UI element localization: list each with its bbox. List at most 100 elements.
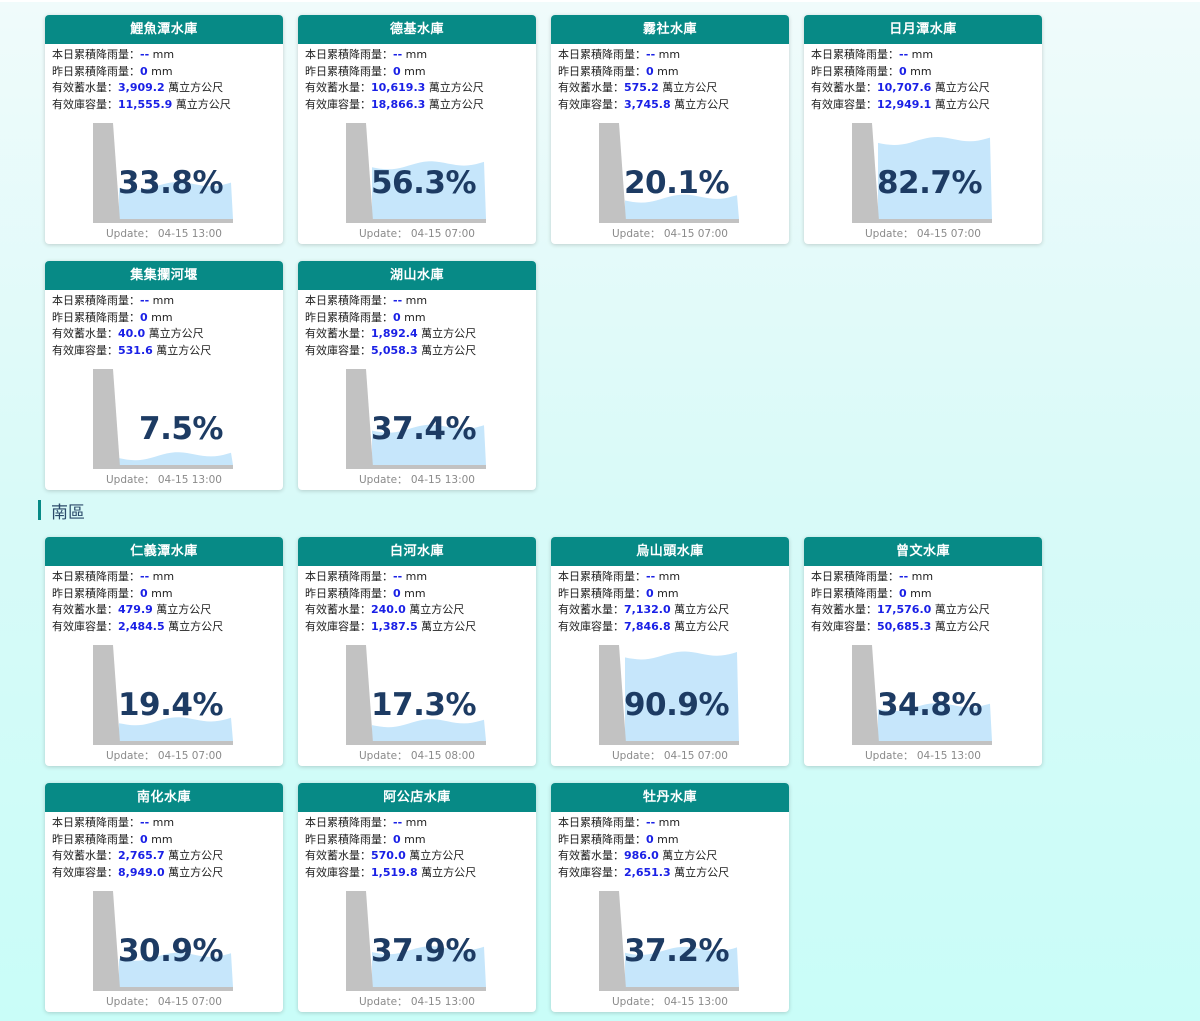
capacity-value: 18,866.3 <box>371 97 426 111</box>
dam-wall <box>599 891 626 989</box>
rain-today-unit: mm <box>405 294 428 307</box>
gauge-floor <box>346 219 486 223</box>
rain-yesterday-row: 昨日累積降雨量：0 mm <box>305 832 536 849</box>
reservoir-info: 本日累積降雨量：-- mm 昨日累積降雨量：0 mm 有效蓄水量：240.0 萬… <box>298 566 536 635</box>
reservoir-card[interactable]: 烏山頭水庫 本日累積降雨量：-- mm 昨日累積降雨量：0 mm 有效蓄水量：7… <box>551 537 789 766</box>
gauge-graphic <box>346 645 486 745</box>
capacity-value: 12,949.1 <box>877 97 932 111</box>
rain-yesterday-value: 0 <box>140 832 148 846</box>
storage-label: 有效蓄水量： <box>305 603 371 616</box>
reservoir-card[interactable]: 德基水庫 本日累積降雨量：-- mm 昨日累積降雨量：0 mm 有效蓄水量：10… <box>298 15 536 244</box>
gauge-graphic <box>346 123 486 223</box>
capacity-label: 有效庫容量： <box>558 619 624 633</box>
update-label: Update： <box>359 996 408 1008</box>
gauge-graphic <box>599 123 739 223</box>
reservoir-grid-south: 仁義潭水庫 本日累積降雨量：-- mm 昨日累積降雨量：0 mm 有效蓄水量：4… <box>45 537 1042 1012</box>
rain-today-value: -- <box>393 570 403 583</box>
rain-today-row: 本日累積降雨量：-- mm <box>52 47 283 64</box>
gauge-floor <box>852 219 992 223</box>
dam-wall <box>93 891 120 989</box>
reservoir-card[interactable]: 霧社水庫 本日累積降雨量：-- mm 昨日累積降雨量：0 mm 有效蓄水量：57… <box>551 15 789 244</box>
rain-today-row: 本日累積降雨量：-- mm <box>558 569 789 586</box>
gauge-graphic <box>599 891 739 991</box>
rain-yesterday-value: 0 <box>393 832 401 846</box>
reservoir-card[interactable]: 曾文水庫 本日累積降雨量：-- mm 昨日累積降雨量：0 mm 有效蓄水量：17… <box>804 537 1042 766</box>
water-level-gauge: 7.5% <box>93 369 233 469</box>
rain-yesterday-value: 0 <box>393 310 401 324</box>
reservoir-card[interactable]: 鯉魚潭水庫 本日累積降雨量：-- mm 昨日累積降雨量：0 mm 有效蓄水量：3… <box>45 15 283 244</box>
reservoir-card[interactable]: 南化水庫 本日累積降雨量：-- mm 昨日累積降雨量：0 mm 有效蓄水量：2,… <box>45 783 283 1012</box>
rain-yesterday-row: 昨日累積降雨量：0 mm <box>52 586 283 603</box>
water-level-percent: 82.7% <box>876 165 983 201</box>
gauge-floor <box>346 987 486 991</box>
capacity-row: 有效庫容量：531.6 萬立方公尺 <box>52 343 283 360</box>
reservoir-info: 本日累積降雨量：-- mm 昨日累積降雨量：0 mm 有效蓄水量：570.0 萬… <box>298 812 536 881</box>
water-level-percent: 7.5% <box>139 411 223 447</box>
capacity-value: 50,685.3 <box>877 619 932 633</box>
storage-value: 17,576.0 <box>877 603 932 616</box>
reservoir-name: 牡丹水庫 <box>551 783 789 812</box>
reservoir-card[interactable]: 阿公店水庫 本日累積降雨量：-- mm 昨日累積降雨量：0 mm 有效蓄水量：5… <box>298 783 536 1012</box>
storage-label: 有效蓄水量： <box>305 81 371 94</box>
capacity-value: 2,484.5 <box>118 619 165 633</box>
update-label: Update： <box>612 228 661 240</box>
update-label: Update： <box>865 750 914 762</box>
rain-yesterday-row: 昨日累積降雨量：0 mm <box>558 64 789 81</box>
rain-yesterday-value: 0 <box>646 832 654 846</box>
storage-unit: 萬立方公尺 <box>156 603 212 616</box>
reservoir-name: 德基水庫 <box>298 15 536 44</box>
update-label: Update： <box>359 228 408 240</box>
reservoir-info: 本日累積降雨量：-- mm 昨日累積降雨量：0 mm 有效蓄水量：7,132.0… <box>551 566 789 635</box>
rain-today-label: 本日累積降雨量： <box>811 48 899 61</box>
rain-yesterday-unit: mm <box>910 64 932 78</box>
rain-today-unit: mm <box>405 48 428 61</box>
storage-unit: 萬立方公尺 <box>934 603 990 616</box>
capacity-unit: 萬立方公尺 <box>934 97 990 111</box>
capacity-label: 有效庫容量： <box>811 619 877 633</box>
storage-row: 有效蓄水量：570.0 萬立方公尺 <box>305 848 536 865</box>
water-fill <box>119 952 233 987</box>
capacity-label: 有效庫容量： <box>52 343 118 357</box>
water-level-gauge: 33.8% <box>93 123 233 223</box>
gauge-floor <box>599 741 739 745</box>
dam-wall <box>599 123 626 221</box>
rain-yesterday-label: 昨日累積降雨量： <box>305 310 393 324</box>
update-label: Update： <box>359 474 408 486</box>
rain-today-label: 本日累積降雨量： <box>52 48 140 61</box>
reservoir-card[interactable]: 牡丹水庫 本日累積降雨量：-- mm 昨日累積降雨量：0 mm 有效蓄水量：98… <box>551 783 789 1012</box>
capacity-value: 3,745.8 <box>624 97 671 111</box>
capacity-unit: 萬立方公尺 <box>674 865 730 879</box>
rain-today-unit: mm <box>405 570 428 583</box>
storage-unit: 萬立方公尺 <box>674 603 730 616</box>
capacity-value: 8,949.0 <box>118 865 165 879</box>
rain-today-label: 本日累積降雨量： <box>305 48 393 61</box>
storage-row: 有效蓄水量：2,765.7 萬立方公尺 <box>52 848 283 865</box>
storage-unit: 萬立方公尺 <box>428 81 484 94</box>
dam-wall <box>346 123 373 221</box>
reservoir-card[interactable]: 白河水庫 本日累積降雨量：-- mm 昨日累積降雨量：0 mm 有效蓄水量：24… <box>298 537 536 766</box>
capacity-label: 有效庫容量： <box>305 343 371 357</box>
reservoir-card[interactable]: 湖山水庫 本日累積降雨量：-- mm 昨日累積降雨量：0 mm 有效蓄水量：1,… <box>298 261 536 490</box>
water-level-gauge: 90.9% <box>599 645 739 745</box>
reservoir-card[interactable]: 仁義潭水庫 本日累積降雨量：-- mm 昨日累積降雨量：0 mm 有效蓄水量：4… <box>45 537 283 766</box>
reservoir-card[interactable]: 集集攔河堰 本日累積降雨量：-- mm 昨日累積降雨量：0 mm 有效蓄水量：4… <box>45 261 283 490</box>
rain-today-value: -- <box>140 816 150 829</box>
update-value: 04-15 13:00 <box>916 750 981 762</box>
storage-row: 有效蓄水量：40.0 萬立方公尺 <box>52 326 283 343</box>
capacity-unit: 萬立方公尺 <box>421 619 477 633</box>
dam-wall <box>346 891 373 989</box>
storage-value: 479.9 <box>118 603 153 616</box>
storage-unit: 萬立方公尺 <box>168 849 224 862</box>
capacity-value: 7,846.8 <box>624 619 671 633</box>
capacity-value: 2,651.3 <box>624 865 671 879</box>
reservoir-card[interactable]: 日月潭水庫 本日累積降雨量：-- mm 昨日累積降雨量：0 mm 有效蓄水量：1… <box>804 15 1042 244</box>
water-fill <box>625 651 739 741</box>
rain-today-unit: mm <box>658 816 681 829</box>
reservoir-info: 本日累積降雨量：-- mm 昨日累積降雨量：0 mm 有效蓄水量：575.2 萬… <box>551 44 789 113</box>
dam-wall <box>599 645 626 743</box>
capacity-row: 有效庫容量：11,555.9 萬立方公尺 <box>52 97 283 114</box>
rain-yesterday-row: 昨日累積降雨量：0 mm <box>52 64 283 81</box>
capacity-label: 有效庫容量： <box>52 619 118 633</box>
reservoir-info: 本日累積降雨量：-- mm 昨日累積降雨量：0 mm 有效蓄水量：10,619.… <box>298 44 536 113</box>
storage-row: 有效蓄水量：17,576.0 萬立方公尺 <box>811 602 1042 619</box>
